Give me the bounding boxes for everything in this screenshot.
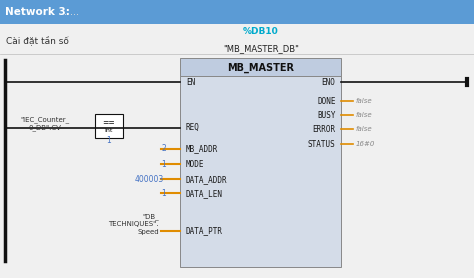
Text: EN: EN <box>186 78 195 86</box>
Text: "MB_MASTER_DB": "MB_MASTER_DB" <box>223 44 299 53</box>
Text: "DB_
TECHNIQUES".
Speed: "DB_ TECHNIQUES". Speed <box>108 213 159 235</box>
Text: false: false <box>356 112 372 118</box>
Text: .....: ..... <box>64 7 79 17</box>
FancyBboxPatch shape <box>180 76 341 267</box>
Text: 16#0: 16#0 <box>356 141 375 147</box>
Text: ERROR: ERROR <box>312 125 336 134</box>
Text: MB_ADDR: MB_ADDR <box>186 144 218 153</box>
Text: MODE: MODE <box>186 160 204 168</box>
Text: DATA_LEN: DATA_LEN <box>186 189 223 198</box>
FancyBboxPatch shape <box>0 0 474 24</box>
Text: MB_MASTER: MB_MASTER <box>227 62 294 73</box>
Text: false: false <box>356 126 372 132</box>
Text: REQ: REQ <box>186 123 200 132</box>
Text: DONE: DONE <box>317 97 336 106</box>
Text: 1: 1 <box>161 160 166 168</box>
Text: DATA_PTR: DATA_PTR <box>186 226 223 235</box>
Text: STATUS: STATUS <box>308 140 336 148</box>
Text: 2: 2 <box>161 144 166 153</box>
Text: Network 3:: Network 3: <box>5 7 70 17</box>
Text: %DB10: %DB10 <box>243 28 279 36</box>
Text: false: false <box>356 98 372 105</box>
Text: BUSY: BUSY <box>317 111 336 120</box>
Text: 1: 1 <box>107 136 111 145</box>
Text: Int: Int <box>105 128 113 133</box>
Text: ENO: ENO <box>322 78 336 86</box>
Text: ==: == <box>103 118 115 127</box>
Text: 400003: 400003 <box>134 175 164 184</box>
Text: Cài đặt tần số: Cài đặt tần số <box>6 35 69 45</box>
FancyBboxPatch shape <box>180 58 341 76</box>
Text: 1: 1 <box>161 189 166 198</box>
FancyBboxPatch shape <box>95 114 123 138</box>
Text: "IEC_Counter_
0_DB".CV: "IEC_Counter_ 0_DB".CV <box>20 116 70 131</box>
Text: DATA_ADDR: DATA_ADDR <box>186 175 228 184</box>
